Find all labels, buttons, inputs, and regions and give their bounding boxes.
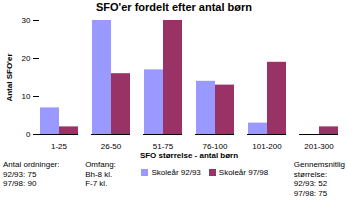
svg-text:10: 10: [22, 92, 31, 101]
html-text:92/93: 52: 92/93: 52: [293, 179, 328, 188]
svg-text:SFO størrelse - antal børn: SFO størrelse - antal børn: [140, 151, 238, 160]
svg-text:51-75: 51-75: [152, 142, 174, 152]
html-text:97/98: 75: 97/98: 75: [293, 188, 328, 198]
html-text:størrelse:: størrelse:: [293, 169, 328, 179]
html-text:Skoleår 92/93: Skoleår 92/93: [151, 168, 201, 177]
html-text:SFO'er fordelt efter antal bør: SFO'er fordelt efter antal børn: [96, 1, 252, 13]
html-text:Gennemsnitlig: Gennemsnitlig: [293, 160, 345, 169]
html-text:F-7 kl.: F-7 kl.: [85, 179, 108, 188]
svg-text:201-300: 201-300: [304, 142, 334, 151]
html-text:92/93: 75: 92/93: 75: [3, 169, 37, 179]
svg-text:20: 20: [22, 54, 31, 63]
html-text:Omfang:: Omfang:: [85, 160, 116, 169]
html-text:Antal ordninger:: Antal ordninger:: [3, 160, 60, 169]
svg-text:0: 0: [26, 130, 31, 139]
svg-text:26-50: 26-50: [101, 142, 122, 151]
html-text:Skoleår 97/98: Skoleår 97/98: [218, 168, 269, 177]
html-text:97/98: 90: 97/98: 90: [3, 179, 37, 188]
svg-text:76-100: 76-100: [202, 142, 228, 152]
svg-text:Antal SFO'er: Antal SFO'er: [5, 53, 14, 101]
html-text:Bh-8 kl.: Bh-8 kl.: [85, 169, 113, 179]
svg-text:101-200: 101-200: [252, 142, 282, 151]
svg-text:1-25: 1-25: [51, 142, 68, 151]
svg-text:30: 30: [22, 16, 31, 25]
